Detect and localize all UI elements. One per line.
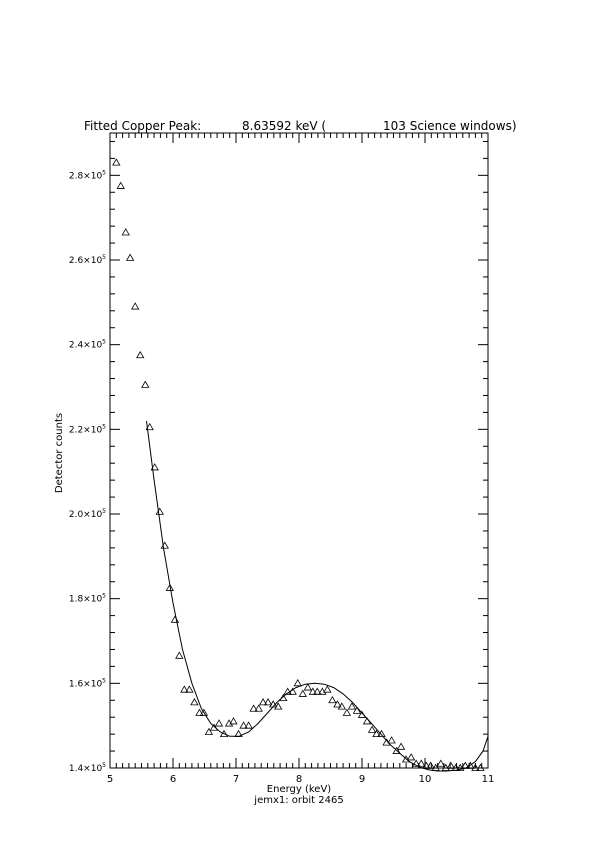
data-point — [377, 729, 386, 738]
data-point — [417, 759, 426, 767]
data-point — [337, 702, 347, 710]
y-tick-label: 1.4×105 — [69, 762, 106, 774]
data-point — [279, 693, 288, 702]
x-axis: 5 6 7 8 9 10 11 — [107, 133, 495, 785]
data-point — [426, 761, 435, 769]
data-point — [239, 721, 248, 729]
data-point — [367, 725, 377, 733]
x-tick-label: 6 — [170, 774, 176, 785]
data-point — [288, 687, 297, 695]
data-point — [303, 683, 313, 691]
data-point — [131, 302, 140, 310]
data-point — [249, 704, 258, 712]
y-tick-label: 1.6×105 — [69, 677, 106, 689]
data-point — [406, 753, 416, 761]
data-points-group — [112, 158, 485, 771]
data-point — [293, 679, 302, 687]
data-point — [347, 702, 357, 710]
y-tick-label: 1.8×105 — [69, 593, 106, 605]
data-point — [145, 422, 154, 431]
chart-subtitle: jemx1: orbit 2465 — [253, 795, 343, 806]
data-point — [387, 736, 396, 744]
data-point — [471, 763, 480, 771]
x-tick-label: 8 — [296, 774, 302, 785]
fit-curve-group — [146, 420, 489, 772]
y-tick-label: 2.0×105 — [69, 508, 106, 520]
data-point — [436, 759, 445, 767]
data-point — [461, 761, 470, 769]
title-left: Fitted Copper Peak: — [84, 119, 201, 133]
data-point — [466, 761, 475, 769]
data-point — [451, 763, 461, 771]
data-point — [234, 729, 243, 738]
data-point — [121, 228, 130, 236]
data-point — [308, 687, 318, 695]
data-point — [357, 710, 367, 718]
y-tick-label: 2.2×105 — [69, 423, 106, 435]
data-point — [185, 685, 194, 693]
x-tick-label: 5 — [107, 774, 113, 785]
data-point — [175, 651, 184, 659]
x-tick-label: 11 — [482, 774, 495, 785]
data-point — [254, 704, 263, 712]
y-tick-label: 2.6×105 — [69, 254, 106, 266]
x-axis-label: Energy (keV) — [267, 784, 332, 795]
data-point — [431, 763, 440, 771]
data-point — [112, 158, 121, 166]
data-point — [199, 708, 209, 716]
data-point — [244, 721, 253, 729]
x-tick-label: 7 — [233, 774, 239, 785]
data-point — [298, 689, 307, 697]
data-point — [263, 698, 273, 706]
fit-curve-line — [146, 420, 489, 772]
data-point — [125, 253, 135, 261]
y-axis-label: Detector counts — [54, 413, 65, 493]
y-axis: 1.4×105 1.6×105 1.8×105 2.0×105 2.2×105 2.4×1… — [69, 140, 488, 774]
data-point — [219, 729, 229, 738]
plot-frame — [109, 132, 489, 769]
data-point — [446, 761, 456, 769]
x-tick-label: 9 — [359, 774, 365, 785]
data-point — [160, 541, 170, 549]
data-point — [165, 583, 175, 591]
data-point — [342, 708, 352, 716]
data-point — [209, 723, 219, 731]
data-point — [362, 717, 372, 725]
data-point — [422, 761, 431, 769]
y-tick-label: 2.8×105 — [69, 169, 106, 181]
data-point — [392, 746, 401, 754]
data-point — [333, 700, 342, 708]
data-point — [258, 698, 268, 706]
title-right: 103 Science windows) — [383, 119, 517, 133]
data-point — [155, 507, 164, 515]
data-point — [136, 350, 145, 359]
data-point — [150, 463, 159, 471]
y-tick-label: 2.4×105 — [69, 339, 106, 351]
data-point — [214, 719, 224, 727]
x-tick-label: 10 — [419, 774, 432, 785]
data-point — [323, 685, 332, 693]
data-point — [372, 729, 381, 738]
data-point — [268, 700, 278, 708]
data-point — [352, 706, 362, 714]
data-point — [229, 717, 238, 725]
data-point — [411, 759, 421, 767]
title-value: 8.63592 keV ( — [242, 119, 326, 133]
data-point — [274, 702, 283, 710]
data-point — [180, 685, 189, 693]
data-point — [141, 380, 150, 388]
data-point — [283, 687, 292, 695]
data-point — [313, 687, 322, 695]
data-point — [195, 708, 204, 716]
data-point — [170, 615, 180, 623]
data-point — [116, 181, 125, 189]
data-point — [328, 695, 337, 704]
data-point — [190, 698, 199, 706]
data-point — [476, 763, 485, 771]
data-point — [396, 742, 406, 750]
data-point — [204, 727, 214, 735]
